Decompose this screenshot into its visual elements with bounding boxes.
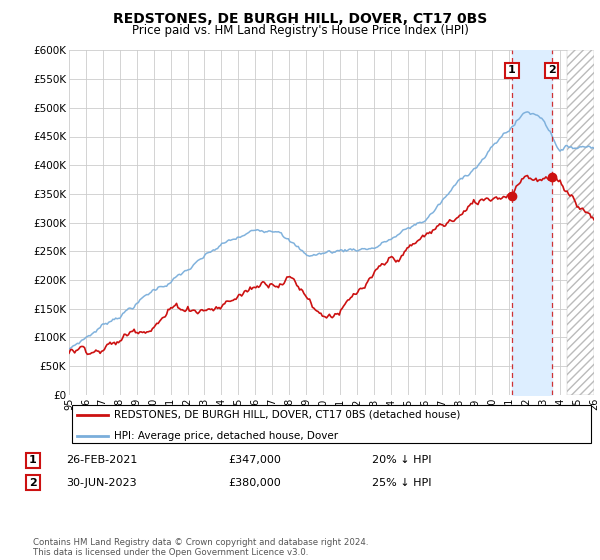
Text: REDSTONES, DE BURGH HILL, DOVER, CT17 0BS (detached house): REDSTONES, DE BURGH HILL, DOVER, CT17 0B…: [113, 409, 460, 419]
Text: 2: 2: [29, 478, 37, 488]
Text: HPI: Average price, detached house, Dover: HPI: Average price, detached house, Dove…: [113, 431, 338, 441]
Text: Price paid vs. HM Land Registry's House Price Index (HPI): Price paid vs. HM Land Registry's House …: [131, 24, 469, 36]
Text: 25% ↓ HPI: 25% ↓ HPI: [372, 478, 431, 488]
Text: 2: 2: [548, 66, 556, 76]
Text: Contains HM Land Registry data © Crown copyright and database right 2024.
This d: Contains HM Land Registry data © Crown c…: [33, 538, 368, 557]
Text: 30-JUN-2023: 30-JUN-2023: [66, 478, 137, 488]
Text: £380,000: £380,000: [228, 478, 281, 488]
Text: REDSTONES, DE BURGH HILL, DOVER, CT17 0BS: REDSTONES, DE BURGH HILL, DOVER, CT17 0B…: [113, 12, 487, 26]
FancyBboxPatch shape: [71, 405, 592, 443]
Text: 26-FEB-2021: 26-FEB-2021: [66, 455, 137, 465]
Text: £347,000: £347,000: [228, 455, 281, 465]
Text: 20% ↓ HPI: 20% ↓ HPI: [372, 455, 431, 465]
Text: 1: 1: [508, 66, 516, 76]
Text: 1: 1: [29, 455, 37, 465]
